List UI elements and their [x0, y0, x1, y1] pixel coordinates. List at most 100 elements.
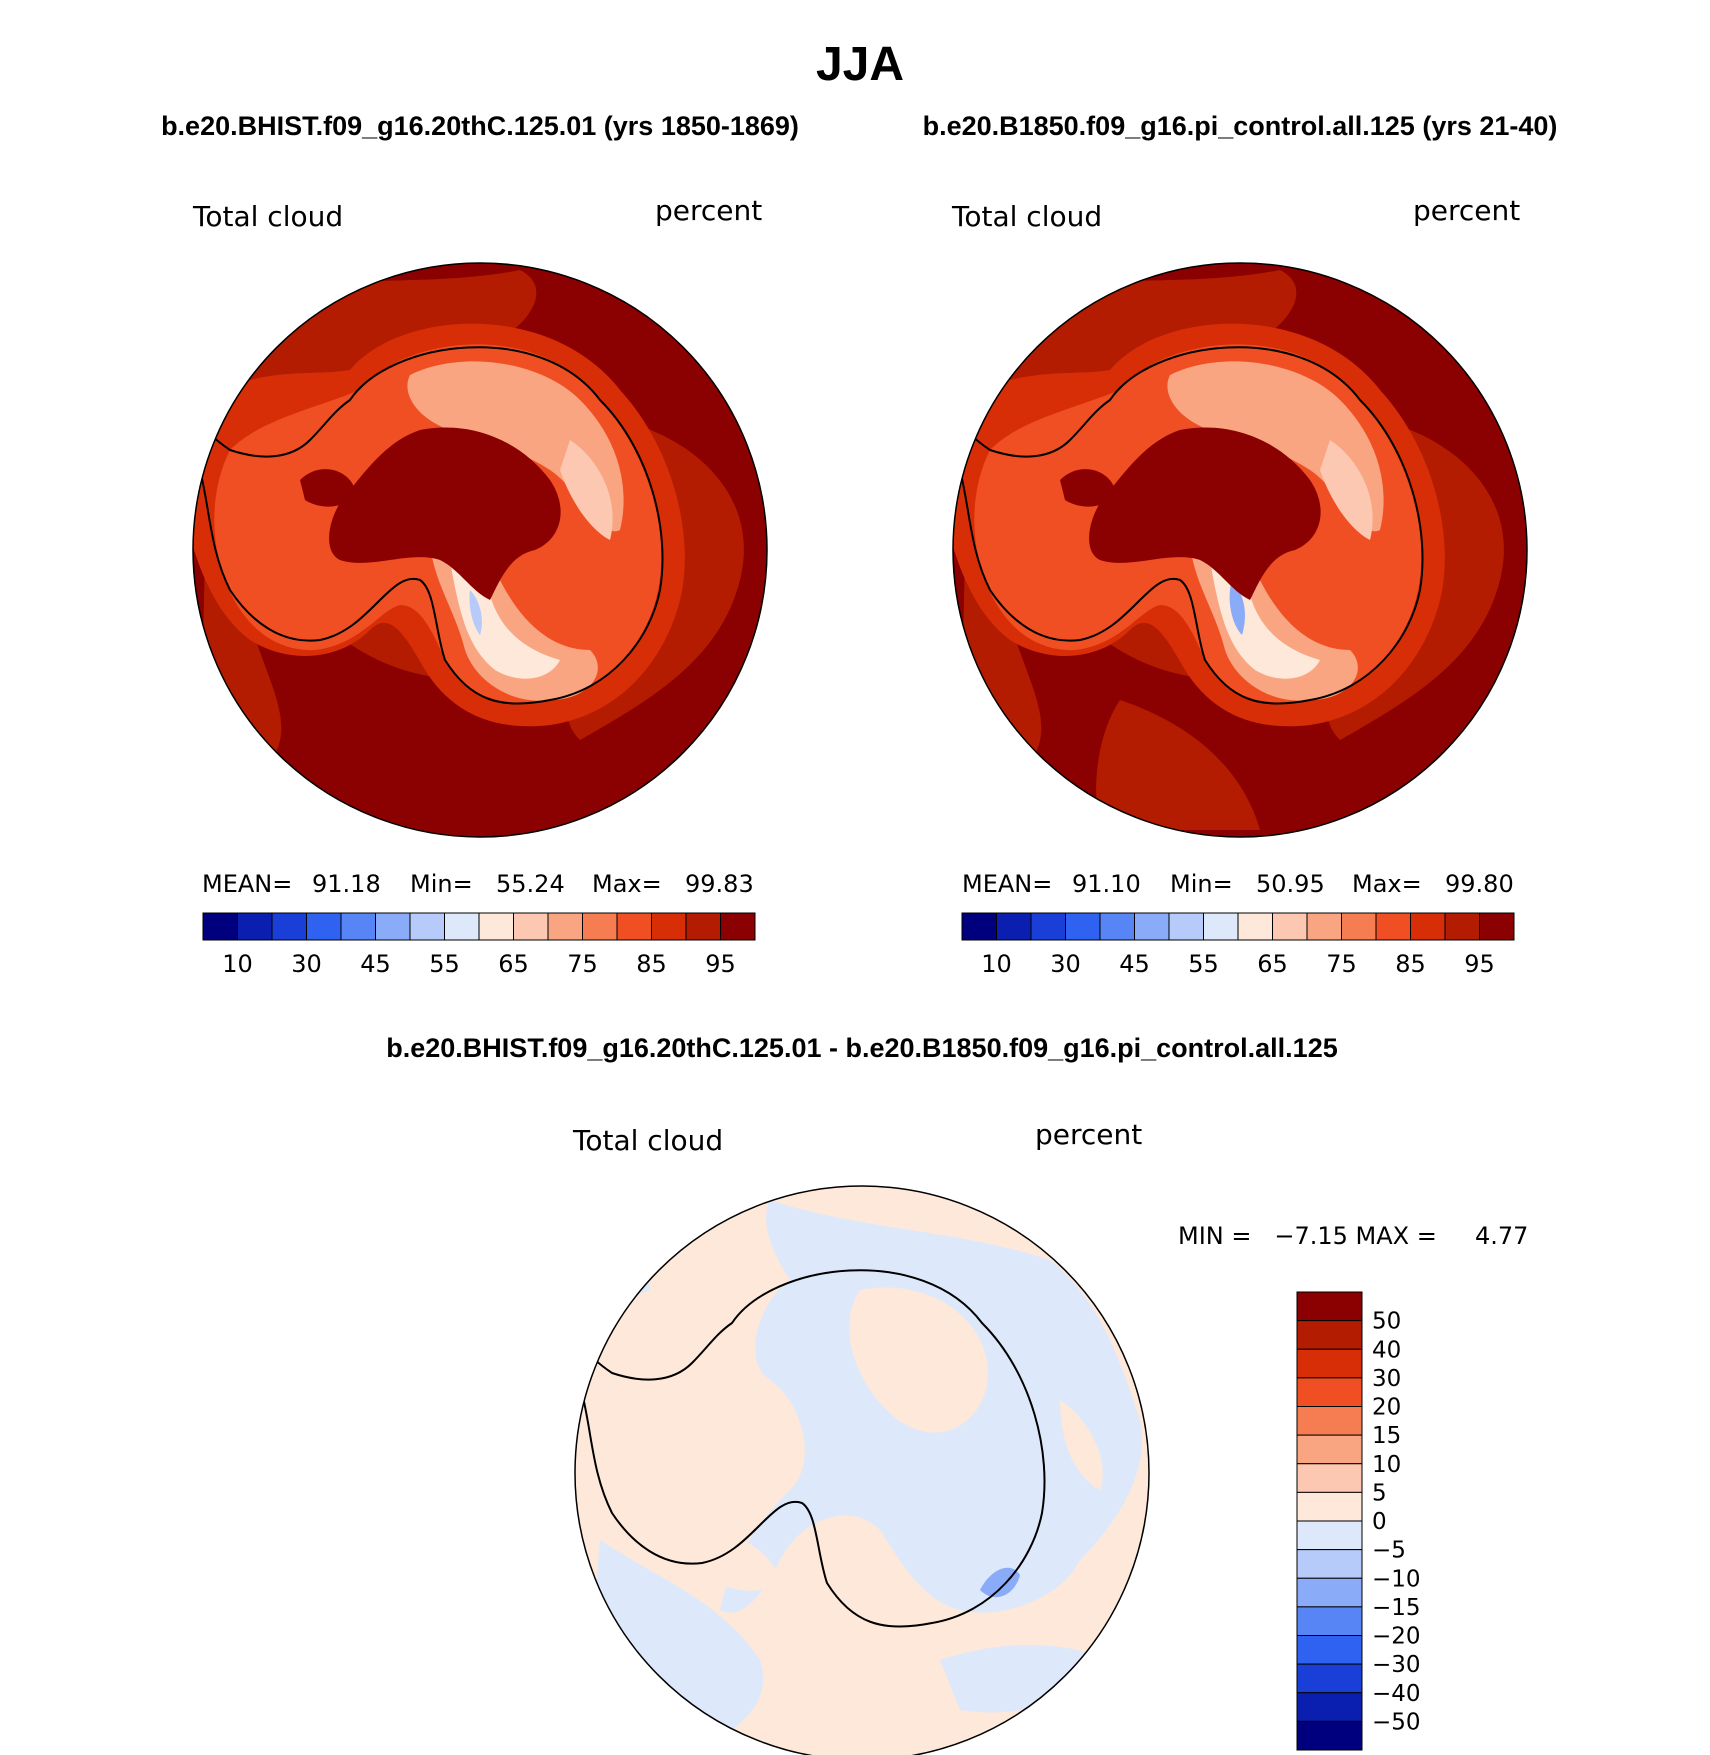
colorbar-tick-label: 95 — [705, 950, 736, 978]
colorbar-swatch — [1296, 1463, 1363, 1493]
colorbar-swatch — [1296, 1348, 1363, 1379]
colorbar-swatch — [1296, 1720, 1363, 1751]
colorbar-swatch — [444, 912, 480, 941]
colorbar-swatch — [961, 912, 997, 941]
colorbar-swatch — [1306, 912, 1342, 941]
colorbar-swatch — [1296, 1320, 1363, 1350]
colorbar-tick-label: 85 — [1395, 950, 1426, 978]
colorbar-tick-label: 55 — [429, 950, 460, 978]
colorbar-swatch — [685, 912, 721, 941]
colorbar-swatch — [1272, 912, 1308, 941]
colorbar-swatch — [1168, 912, 1204, 941]
colorbar-swatch — [547, 912, 583, 941]
right-mean-label: MEAN= — [962, 870, 1052, 898]
right-colorbar: 10 30 45 55 65 75 85 95 — [961, 912, 1515, 978]
left-case-title: b.e20.BHIST.f09_g16.20thC.125.01 (yrs 18… — [161, 111, 799, 141]
left-map — [193, 263, 767, 837]
diff-minmax: MIN = −7.15 MAX = 4.77 — [1178, 1222, 1528, 1250]
colorbar-swatch — [306, 912, 342, 941]
right-max-label: Max= — [1352, 870, 1422, 898]
colorbar-swatch — [1296, 1692, 1363, 1722]
right-min-label: Min= — [1170, 870, 1233, 898]
right-case-title: b.e20.B1850.f09_g16.pi_control.all.125 (… — [923, 111, 1558, 141]
colorbar-swatch — [271, 912, 307, 941]
left-max-value: 99.83 — [685, 870, 754, 898]
colorbar-swatch — [1479, 912, 1515, 941]
right-map — [953, 263, 1527, 837]
colorbar-swatch — [1296, 1635, 1363, 1665]
right-units-label: percent — [1413, 194, 1520, 227]
colorbar-tick-label: 10 — [1372, 1452, 1401, 1478]
colorbar-swatch — [1237, 912, 1273, 941]
colorbar-tick-label: 65 — [498, 950, 529, 978]
left-units-label: percent — [655, 194, 762, 227]
colorbar-swatch — [1296, 1549, 1363, 1579]
colorbar-tick-label: 50 — [1372, 1309, 1401, 1335]
colorbar-tick-label: 5 — [1372, 1480, 1387, 1506]
colorbar-tick-label: 45 — [1119, 950, 1150, 978]
colorbar-tick-label: 55 — [1188, 950, 1219, 978]
colorbar-swatch — [1296, 1577, 1363, 1608]
right-max-value: 99.80 — [1445, 870, 1514, 898]
colorbar-tick-label: −30 — [1372, 1652, 1421, 1678]
colorbar-tick-label: 30 — [1372, 1366, 1401, 1392]
colorbar-swatch — [1375, 912, 1411, 941]
left-mean-label: MEAN= — [202, 870, 292, 898]
colorbar-swatch — [1341, 912, 1377, 941]
colorbar-tick-label: −5 — [1372, 1538, 1406, 1564]
colorbar-tick-label: 75 — [567, 950, 598, 978]
colorbar-swatch — [1065, 912, 1101, 941]
colorbar-swatch — [513, 912, 549, 941]
left-max-label: Max= — [592, 870, 662, 898]
diff-variable-label: Total cloud — [572, 1124, 723, 1157]
left-mean-value: 91.18 — [312, 870, 381, 898]
diff-map — [575, 1186, 1149, 1755]
colorbar-tick-label: 40 — [1372, 1337, 1401, 1363]
colorbar-swatch — [1030, 912, 1066, 941]
colorbar-tick-label: 10 — [981, 950, 1012, 978]
colorbar-swatch — [1296, 1520, 1363, 1551]
colorbar-swatch — [651, 912, 687, 941]
colorbar-tick-label: 10 — [222, 950, 253, 978]
colorbar-swatch — [1296, 1606, 1363, 1636]
colorbar-swatch — [237, 912, 273, 941]
colorbar-swatch — [1444, 912, 1480, 941]
colorbar-swatch — [1099, 912, 1135, 941]
colorbar-swatch — [375, 912, 411, 941]
colorbar-tick-label: 30 — [291, 950, 322, 978]
colorbar-swatch — [1296, 1406, 1363, 1436]
colorbar-swatch — [202, 912, 238, 941]
colorbar-tick-label: 75 — [1326, 950, 1357, 978]
colorbar-swatch — [582, 912, 618, 941]
colorbar-swatch — [409, 912, 445, 941]
right-variable-label: Total cloud — [951, 200, 1102, 233]
colorbar-swatch — [996, 912, 1032, 941]
right-map-panel: Total cloud percent MEAN= — [951, 194, 1528, 978]
colorbar-swatch — [340, 912, 376, 941]
colorbar-tick-label: −20 — [1372, 1624, 1421, 1650]
colorbar-swatch — [720, 912, 756, 941]
left-variable-label: Total cloud — [192, 200, 343, 233]
colorbar-swatch — [1203, 912, 1239, 941]
colorbar-tick-label: 0 — [1372, 1509, 1387, 1535]
diff-units-label: percent — [1035, 1118, 1142, 1151]
colorbar-swatch — [616, 912, 652, 941]
colorbar-swatch — [1296, 1434, 1363, 1465]
colorbar-swatch — [478, 912, 514, 941]
colorbar-tick-label: 30 — [1050, 950, 1081, 978]
colorbar-tick-label: 95 — [1464, 950, 1495, 978]
right-stats: MEAN= 91.10 Min= 50.95 Max= 99.80 — [962, 870, 1514, 898]
colorbar-swatch — [1134, 912, 1170, 941]
main-title: JJA — [816, 38, 904, 91]
colorbar-tick-label: −50 — [1372, 1709, 1421, 1735]
right-mean-value: 91.10 — [1072, 870, 1141, 898]
diff-case-title: b.e20.BHIST.f09_g16.20thC.125.01 - b.e20… — [386, 1033, 1337, 1063]
colorbar-swatch — [1410, 912, 1446, 941]
colorbar-tick-label: 85 — [636, 950, 667, 978]
colorbar-swatch — [1296, 1491, 1363, 1522]
colorbar-swatch — [1296, 1663, 1363, 1694]
left-min-label: Min= — [410, 870, 473, 898]
